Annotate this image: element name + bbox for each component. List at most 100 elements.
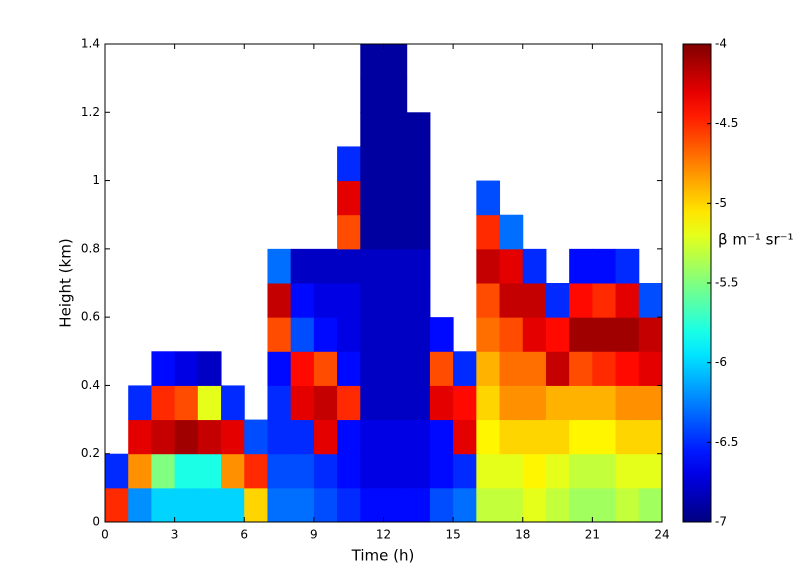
y-axis-label: Height (km) xyxy=(57,238,75,327)
cell xyxy=(499,487,524,523)
cell xyxy=(290,248,315,284)
cell xyxy=(105,487,129,523)
cell xyxy=(128,453,152,489)
cell xyxy=(221,487,245,523)
cell xyxy=(406,419,431,455)
cell xyxy=(267,283,292,318)
cell xyxy=(128,385,152,421)
cell xyxy=(174,419,199,455)
cell xyxy=(615,487,640,523)
cell xyxy=(197,453,222,489)
cell xyxy=(337,180,361,216)
cell xyxy=(244,453,268,489)
cell xyxy=(383,351,408,386)
cell xyxy=(360,317,384,352)
cell xyxy=(476,385,501,421)
cell xyxy=(615,453,640,489)
cell xyxy=(453,351,477,386)
cell xyxy=(406,146,431,182)
cell xyxy=(313,248,338,284)
cell xyxy=(429,351,454,386)
cell xyxy=(313,317,338,352)
cell xyxy=(638,317,663,352)
x-axis-label: Time (h) xyxy=(351,547,415,565)
cell xyxy=(337,283,361,318)
cell xyxy=(476,419,501,455)
cell xyxy=(383,385,408,421)
cell xyxy=(545,385,570,421)
cell xyxy=(337,214,361,250)
cell xyxy=(337,487,361,523)
cell xyxy=(360,487,384,523)
cell xyxy=(499,419,524,455)
cell xyxy=(383,248,408,284)
cell xyxy=(406,214,431,250)
cell xyxy=(476,248,501,284)
cell xyxy=(638,283,663,318)
cell xyxy=(615,283,640,318)
cell xyxy=(383,44,408,79)
colorbar-tick-label: -4.5 xyxy=(715,116,738,130)
cell xyxy=(337,146,361,182)
colorbar-tick-label: -5 xyxy=(715,196,727,210)
cell xyxy=(615,248,640,284)
cell xyxy=(406,112,431,147)
cell xyxy=(592,248,617,284)
cell xyxy=(522,487,547,523)
cell xyxy=(545,317,570,352)
cell xyxy=(360,78,384,113)
cell xyxy=(453,453,477,489)
cell xyxy=(267,317,292,352)
cell xyxy=(638,453,663,489)
y-tick-label: 1 xyxy=(92,173,100,187)
cell xyxy=(476,214,501,250)
cell xyxy=(360,180,384,216)
cell xyxy=(615,351,640,386)
cell xyxy=(151,487,176,523)
cell xyxy=(128,419,152,455)
cell xyxy=(360,44,384,79)
cell xyxy=(313,385,338,421)
cell xyxy=(569,487,593,523)
cell xyxy=(360,385,384,421)
cell xyxy=(499,453,524,489)
cell xyxy=(429,317,454,352)
cell xyxy=(476,317,501,352)
cell xyxy=(290,351,315,386)
x-tick-label: 12 xyxy=(376,528,391,542)
cell xyxy=(383,317,408,352)
cell xyxy=(476,453,501,489)
cell xyxy=(429,487,454,523)
cell xyxy=(499,317,524,352)
cell xyxy=(290,317,315,352)
cell xyxy=(360,248,384,284)
cell xyxy=(383,453,408,489)
colorbar-tick-label: -6.5 xyxy=(715,435,738,449)
cell xyxy=(638,385,663,421)
cell xyxy=(569,419,593,455)
y-tick-label: 0.2 xyxy=(81,446,100,460)
cell xyxy=(592,487,617,523)
cell xyxy=(267,487,292,523)
cell xyxy=(197,351,222,386)
cell xyxy=(499,214,524,250)
cell xyxy=(383,214,408,250)
x-tick-label: 18 xyxy=(515,528,530,542)
cell xyxy=(638,419,663,455)
cell xyxy=(105,453,129,489)
cell xyxy=(197,385,222,421)
cell xyxy=(128,487,152,523)
cell xyxy=(337,317,361,352)
cell xyxy=(545,419,570,455)
cell xyxy=(522,248,547,284)
cell xyxy=(476,351,501,386)
x-tick-label: 3 xyxy=(171,528,179,542)
x-tick-label: 15 xyxy=(445,528,460,542)
cell xyxy=(615,419,640,455)
cell xyxy=(383,78,408,113)
cell xyxy=(221,385,245,421)
cell xyxy=(290,453,315,489)
cell xyxy=(313,283,338,318)
cell xyxy=(592,283,617,318)
